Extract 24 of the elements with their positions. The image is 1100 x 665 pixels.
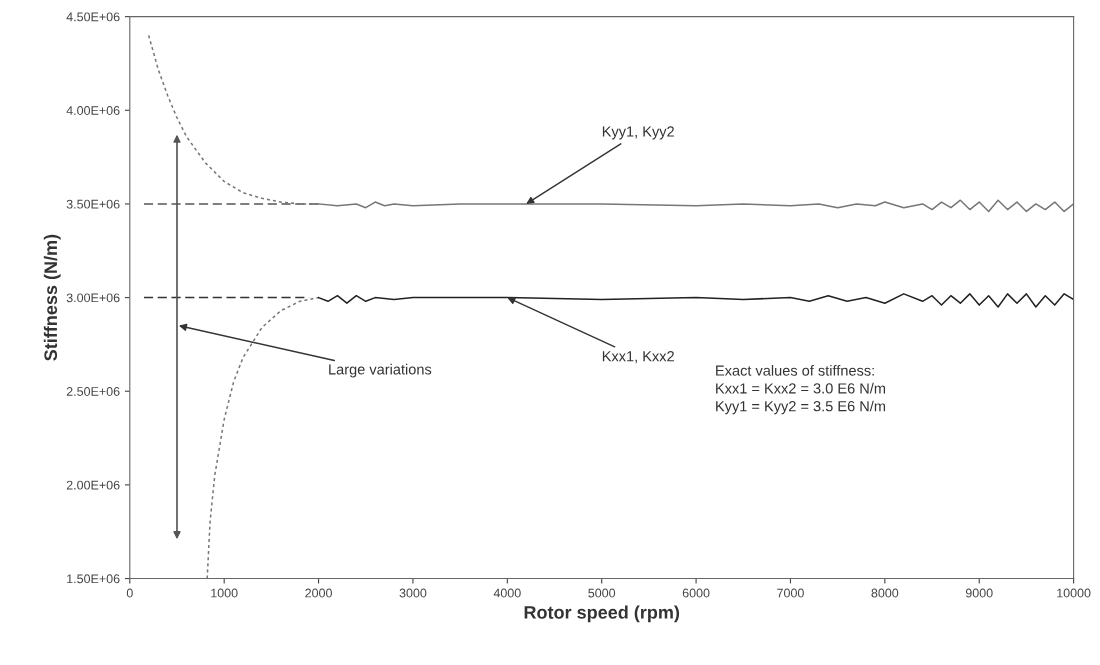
y-tick-label: 4.00E+06 — [66, 106, 120, 115]
y-tick-label: 3.00E+06 — [66, 293, 120, 303]
annotation: Exact values of stiffness: Kxx1 = Kxx2 = 3.0 E6 N/m Kyy1 = Kyy2 = 3.5 E6 N/m — [716, 365, 886, 415]
y-tick-label: 1.50E+06 — [67, 574, 120, 584]
x-tick-label: 6000 — [682, 588, 710, 598]
x-tick-label: 2000 — [305, 588, 332, 598]
y-tick-label: 3.50E+06 — [66, 199, 120, 209]
x-tick-label: 9000 — [965, 588, 993, 598]
annotation: Kxx1, Kxx2 — [602, 351, 674, 364]
annotation: Large variations — [329, 363, 432, 378]
x-tick-label: 5000 — [588, 588, 616, 598]
x-tick-label: 8000 — [871, 588, 899, 598]
y-axis-title: Stiffness (N/m) — [43, 234, 61, 361]
y-tick-label: 2.50E+06 — [66, 387, 120, 396]
x-axis-title: Rotor speed (rpm) — [524, 605, 680, 623]
x-tick-label: 0 — [126, 588, 133, 598]
annotation: Kyy1, Kyy2 — [602, 126, 674, 140]
x-tick-label: 1000 — [211, 588, 238, 598]
y-tick-label: 4.50E+06 — [66, 12, 120, 22]
x-tick-label: 3000 — [399, 588, 427, 598]
x-tick-label: 4000 — [493, 588, 521, 598]
y-tick-label: 2.00E+06 — [66, 480, 120, 490]
x-tick-label: 7000 — [777, 588, 804, 598]
x-tick-label: 10000 — [1057, 588, 1091, 598]
